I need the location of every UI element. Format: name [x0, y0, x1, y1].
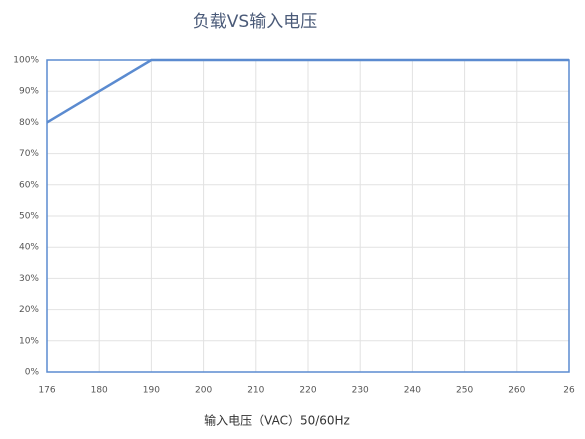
x-tick-label: 180 [91, 386, 108, 396]
x-axis-label: 输入电压（VAC）50/60Hz [204, 413, 350, 428]
y-tick-label: 60% [19, 180, 39, 190]
x-tick-label: 230 [352, 386, 369, 396]
y-tick-label: 40% [19, 243, 39, 253]
y-tick-label: 10% [19, 336, 39, 346]
y-tick-label: 100% [13, 56, 39, 66]
x-tick-label: 260 [508, 386, 525, 396]
chart-title: 负载VS输入电压 [193, 12, 317, 32]
y-tick-label: 0% [25, 368, 40, 378]
x-tick-label: 26 [563, 386, 575, 396]
y-tick-label: 30% [19, 274, 39, 284]
x-tick-label: 250 [456, 386, 473, 396]
y-tick-label: 80% [19, 118, 39, 128]
x-tick-label: 220 [299, 386, 316, 396]
x-tick-label: 176 [38, 386, 55, 396]
x-tick-label: 190 [143, 386, 160, 396]
y-tick-label: 70% [19, 149, 39, 159]
data-line [46, 58, 569, 124]
y-tick-label: 90% [19, 87, 39, 97]
x-tick-label: 210 [247, 386, 264, 396]
y-tick-label: 50% [19, 212, 39, 222]
x-tick-label: 200 [195, 386, 212, 396]
x-tick-label: 240 [404, 386, 421, 396]
y-tick-label: 20% [19, 305, 39, 315]
